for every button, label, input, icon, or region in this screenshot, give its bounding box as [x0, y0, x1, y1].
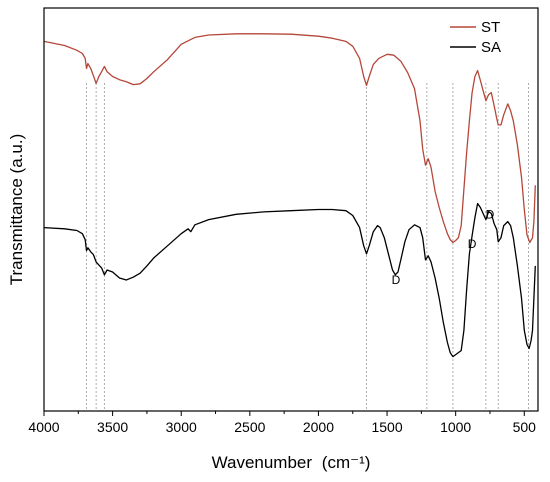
x-tick-label-3500: 3500 — [97, 419, 128, 435]
x-axis-title-unit: (cm⁻¹) — [322, 453, 371, 472]
x-tick-label-3000: 3000 — [166, 419, 197, 435]
x-tick-label-2500: 2500 — [234, 419, 265, 435]
annotations: D D D — [392, 207, 495, 287]
series-line-st — [43, 33, 536, 244]
x-axis-title-text: Wavenumber — [212, 453, 313, 472]
legend-label-st: ST — [481, 19, 500, 36]
reference-lines — [86, 83, 529, 411]
x-axis-ticks: 4000 3500 3000 2500 2000 1500 1000 500 — [28, 411, 536, 435]
plot-frame — [43, 7, 539, 412]
x-tick-label-500: 500 — [513, 419, 537, 435]
annotation-label-1: D — [392, 273, 401, 287]
series-layer — [43, 33, 536, 358]
x-tick-label-1000: 1000 — [440, 419, 471, 435]
annotation-label-3: D — [486, 207, 495, 221]
legend: ST SA — [450, 19, 501, 56]
legend-label-sa: SA — [481, 39, 501, 56]
x-tick-label-1500: 1500 — [371, 419, 402, 435]
series-line-sa — [43, 202, 536, 358]
annotation-label-2: D — [468, 237, 477, 251]
x-tick-label-4000: 4000 — [28, 419, 59, 435]
x-tick-label-2000: 2000 — [303, 419, 334, 435]
y-axis-title: Transmittance (a.u.) — [7, 134, 26, 285]
x-axis-title: Wavenumber (cm⁻¹) — [212, 453, 371, 472]
